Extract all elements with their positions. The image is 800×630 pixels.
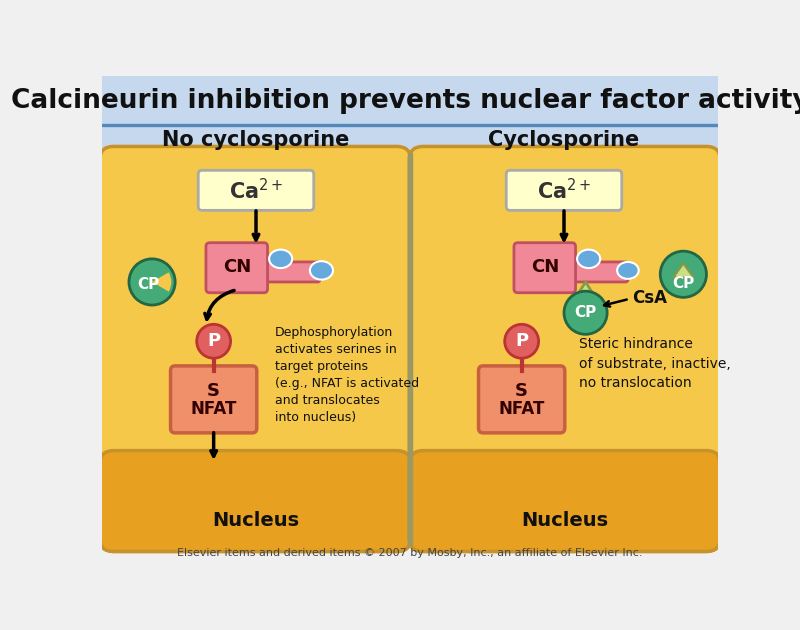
Text: No cyclosporine: No cyclosporine [162,130,350,149]
Text: CP: CP [137,277,159,292]
Bar [118,464,394,488]
Text: S: S [207,382,220,400]
Bar [409,152,411,546]
Polygon shape [674,263,694,277]
Circle shape [197,324,230,358]
Circle shape [129,259,175,305]
FancyBboxPatch shape [570,262,628,282]
Bar [102,125,718,152]
FancyBboxPatch shape [410,146,720,551]
Text: CP: CP [574,306,597,320]
Wedge shape [152,272,171,292]
FancyBboxPatch shape [100,450,410,551]
FancyBboxPatch shape [514,243,575,293]
Text: Elsevier items and derived items © 2007 by Mosby, Inc., an affiliate of Elsevier: Elsevier items and derived items © 2007 … [178,548,642,558]
Text: Dephosphorylation
activates serines in
target proteins
(e.g., NFAT is activated
: Dephosphorylation activates serines in t… [275,326,419,424]
FancyBboxPatch shape [198,170,314,210]
Circle shape [505,324,538,358]
Text: Ca$^{2+}$: Ca$^{2+}$ [229,178,283,203]
Bar [102,546,718,561]
Ellipse shape [310,261,333,280]
Text: CN: CN [222,258,251,277]
Bar [102,76,718,125]
Text: Nucleus: Nucleus [213,511,299,530]
Text: Ca$^{2+}$: Ca$^{2+}$ [537,178,591,203]
Text: NFAT: NFAT [190,400,237,418]
Text: Nucleus: Nucleus [522,511,608,530]
Bar [427,464,702,488]
Bar [102,152,718,546]
Text: CsA: CsA [632,289,666,307]
Text: Calcineurin inhibition prevents nuclear factor activity: Calcineurin inhibition prevents nuclear … [10,88,800,114]
Text: Steric hindrance
of substrate, inactive,
no translocation: Steric hindrance of substrate, inactive,… [579,338,731,391]
Text: Cyclosporine: Cyclosporine [488,130,640,149]
Polygon shape [570,282,601,307]
FancyBboxPatch shape [262,262,320,282]
Text: NFAT: NFAT [498,400,545,418]
FancyBboxPatch shape [100,146,410,551]
Text: P: P [515,332,528,350]
Circle shape [564,291,607,335]
Circle shape [660,251,706,297]
FancyBboxPatch shape [506,170,622,210]
FancyBboxPatch shape [170,366,257,433]
Text: P: P [207,332,220,350]
FancyBboxPatch shape [410,450,720,551]
Text: CP: CP [672,276,694,291]
FancyBboxPatch shape [206,243,267,293]
Ellipse shape [269,249,292,268]
Bar [102,151,718,153]
Text: S: S [515,382,528,400]
Ellipse shape [617,262,638,279]
Bar [102,124,718,127]
Text: CN: CN [530,258,559,277]
FancyBboxPatch shape [478,366,565,433]
Ellipse shape [577,249,600,268]
